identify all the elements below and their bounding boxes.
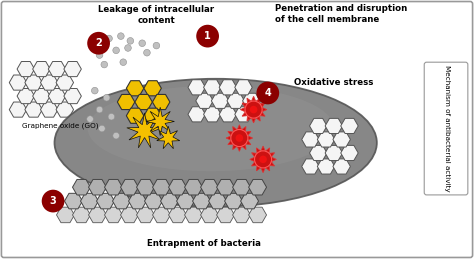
Polygon shape	[310, 118, 327, 133]
Polygon shape	[219, 107, 237, 122]
Circle shape	[250, 106, 257, 113]
Polygon shape	[81, 193, 99, 209]
Polygon shape	[227, 93, 245, 108]
Polygon shape	[89, 179, 107, 195]
Polygon shape	[248, 207, 266, 223]
Polygon shape	[135, 95, 152, 110]
Polygon shape	[9, 102, 27, 117]
Circle shape	[108, 113, 115, 120]
Circle shape	[125, 45, 131, 51]
Circle shape	[96, 106, 103, 113]
Circle shape	[127, 38, 134, 44]
Polygon shape	[248, 179, 266, 195]
Polygon shape	[105, 207, 122, 223]
Circle shape	[231, 130, 248, 147]
Polygon shape	[120, 179, 138, 195]
Polygon shape	[161, 193, 179, 209]
Polygon shape	[169, 207, 186, 223]
Polygon shape	[56, 207, 74, 223]
Circle shape	[196, 25, 219, 47]
Polygon shape	[333, 132, 350, 147]
Circle shape	[120, 59, 127, 66]
Polygon shape	[177, 193, 194, 209]
Polygon shape	[310, 145, 327, 161]
Polygon shape	[233, 179, 251, 195]
Polygon shape	[17, 61, 35, 77]
Circle shape	[87, 32, 110, 55]
Polygon shape	[241, 193, 258, 209]
Circle shape	[259, 156, 267, 163]
Ellipse shape	[88, 86, 334, 171]
Polygon shape	[112, 193, 130, 209]
Polygon shape	[128, 193, 146, 209]
Circle shape	[91, 87, 98, 94]
Text: 2: 2	[95, 38, 102, 48]
Polygon shape	[127, 108, 144, 123]
Polygon shape	[169, 179, 186, 195]
Polygon shape	[201, 179, 219, 195]
Polygon shape	[250, 146, 276, 173]
Polygon shape	[209, 193, 227, 209]
Polygon shape	[73, 207, 91, 223]
Polygon shape	[317, 159, 335, 174]
Circle shape	[94, 40, 100, 47]
Circle shape	[87, 116, 93, 123]
Circle shape	[99, 125, 105, 132]
Polygon shape	[325, 145, 343, 161]
Text: Entrapment of bacteria: Entrapment of bacteria	[147, 240, 261, 248]
Ellipse shape	[55, 79, 377, 207]
Circle shape	[118, 33, 124, 39]
Polygon shape	[184, 179, 202, 195]
Polygon shape	[144, 81, 161, 96]
Circle shape	[236, 134, 243, 142]
Polygon shape	[48, 89, 66, 104]
Circle shape	[118, 99, 124, 106]
Polygon shape	[144, 108, 161, 123]
Polygon shape	[226, 125, 253, 151]
Text: 4: 4	[264, 88, 271, 98]
Circle shape	[153, 42, 160, 49]
Polygon shape	[146, 107, 174, 136]
Polygon shape	[325, 118, 343, 133]
Polygon shape	[127, 113, 162, 148]
Polygon shape	[56, 102, 73, 117]
Polygon shape	[184, 207, 202, 223]
Polygon shape	[137, 207, 155, 223]
Polygon shape	[120, 207, 138, 223]
Polygon shape	[235, 107, 252, 122]
Polygon shape	[196, 93, 213, 108]
Polygon shape	[118, 95, 135, 110]
Polygon shape	[217, 179, 235, 195]
Circle shape	[106, 35, 112, 42]
Polygon shape	[40, 102, 58, 117]
Polygon shape	[17, 89, 35, 104]
Polygon shape	[333, 159, 350, 174]
Polygon shape	[233, 207, 251, 223]
Polygon shape	[219, 80, 237, 95]
Polygon shape	[188, 80, 205, 95]
Polygon shape	[225, 193, 243, 209]
Polygon shape	[137, 179, 155, 195]
Polygon shape	[240, 96, 267, 123]
Circle shape	[96, 52, 103, 58]
Polygon shape	[153, 95, 170, 110]
Circle shape	[103, 95, 110, 101]
Polygon shape	[153, 207, 171, 223]
Polygon shape	[40, 75, 58, 90]
Circle shape	[113, 47, 119, 54]
Circle shape	[245, 101, 262, 118]
Polygon shape	[97, 193, 114, 209]
Text: Mechanism of antibacterial activity: Mechanism of antibacterial activity	[444, 65, 449, 192]
Polygon shape	[302, 132, 319, 147]
Polygon shape	[201, 207, 219, 223]
Polygon shape	[211, 93, 229, 108]
Text: Graphene oxide (GO): Graphene oxide (GO)	[22, 123, 99, 129]
Polygon shape	[302, 159, 319, 174]
Text: 1: 1	[204, 31, 211, 41]
Polygon shape	[9, 75, 27, 90]
Polygon shape	[89, 207, 107, 223]
Polygon shape	[157, 126, 180, 149]
Polygon shape	[33, 61, 50, 77]
Circle shape	[42, 190, 64, 212]
